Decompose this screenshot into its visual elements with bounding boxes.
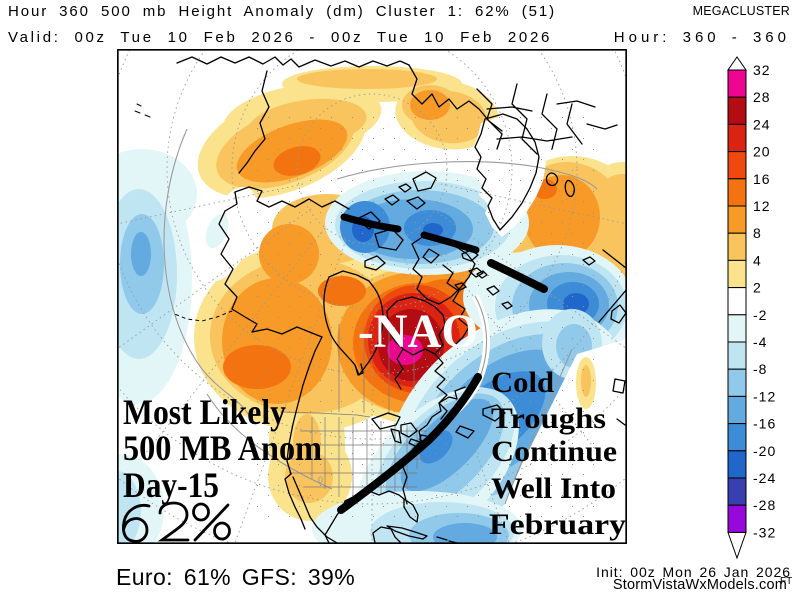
svg-text:8: 8: [753, 225, 762, 241]
svg-text:Troughs: Troughs: [491, 402, 606, 435]
svg-text:-16: -16: [753, 416, 776, 432]
svg-text:-24: -24: [753, 470, 776, 486]
svg-text:-12: -12: [753, 388, 776, 404]
svg-text:16: 16: [753, 171, 771, 187]
svg-text:-8: -8: [753, 361, 767, 377]
svg-text:24: 24: [753, 116, 771, 132]
svg-text:4: 4: [753, 252, 762, 268]
svg-text:0: 0: [318, 475, 323, 485]
svg-text:-20: -20: [753, 443, 776, 459]
svg-text:Cold: Cold: [491, 366, 554, 399]
svg-text:Continue: Continue: [491, 435, 617, 468]
svg-text:Most Likely: Most Likely: [123, 392, 286, 432]
svg-text:12: 12: [753, 198, 771, 214]
svg-text:Well Into: Well Into: [491, 472, 616, 505]
svg-text:2: 2: [753, 280, 762, 296]
svg-text:28: 28: [753, 89, 771, 105]
svg-text:-NAO: -NAO: [358, 305, 478, 358]
svg-text:32: 32: [753, 62, 771, 78]
svg-text:February: February: [489, 508, 626, 541]
svg-text:-32: -32: [753, 524, 776, 540]
svg-text:20: 20: [753, 144, 771, 160]
svg-text:-4: -4: [753, 334, 767, 350]
svg-text:Day-15: Day-15: [123, 465, 219, 505]
svg-text:-2: -2: [753, 307, 767, 323]
svg-text:-28: -28: [753, 497, 776, 513]
svg-text:500 MB Anom: 500 MB Anom: [123, 428, 322, 468]
